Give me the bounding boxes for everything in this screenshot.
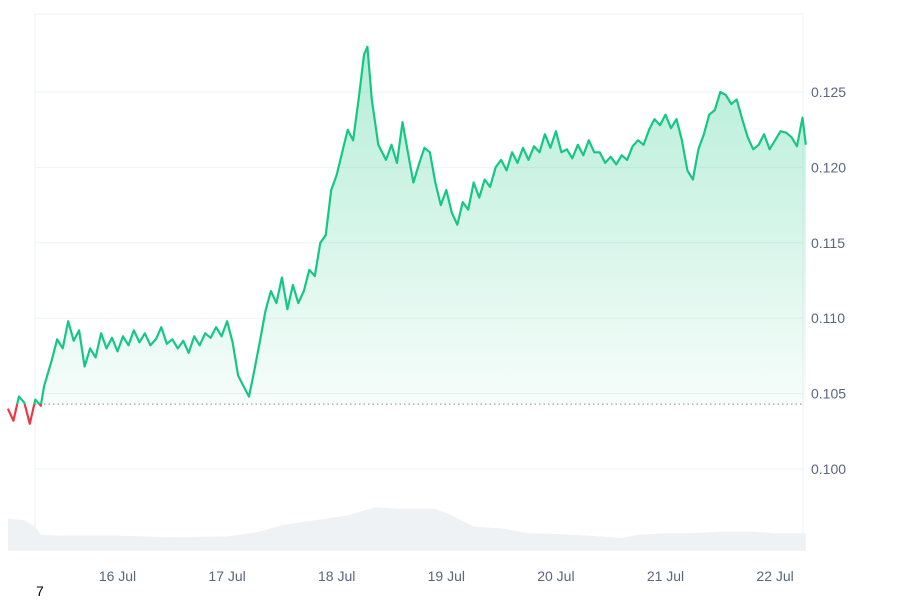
x-tick-label: 21 Jul: [647, 568, 684, 584]
y-tick-label: 0.115: [811, 235, 845, 251]
y-tick-label: 0.120: [811, 159, 846, 175]
volume-area: [7, 507, 806, 551]
x-tick-label: 20 Jul: [537, 568, 574, 584]
y-tick-label: 0.100: [811, 461, 846, 477]
y-tick-label: 0.110: [811, 310, 845, 326]
price-line-up: [16, 45, 807, 405]
price-area-fill: [17, 46, 806, 405]
corner-label: 7: [36, 583, 44, 599]
x-tick-label: 17 Jul: [208, 568, 245, 584]
x-tick-label: 19 Jul: [428, 568, 465, 584]
x-tick-label: 16 Jul: [99, 568, 136, 584]
x-tick-label: 18 Jul: [318, 568, 355, 584]
y-tick-label: 0.125: [811, 84, 846, 100]
y-tick-label: 0.105: [811, 386, 846, 402]
x-tick-label: 22 Jul: [756, 568, 793, 584]
